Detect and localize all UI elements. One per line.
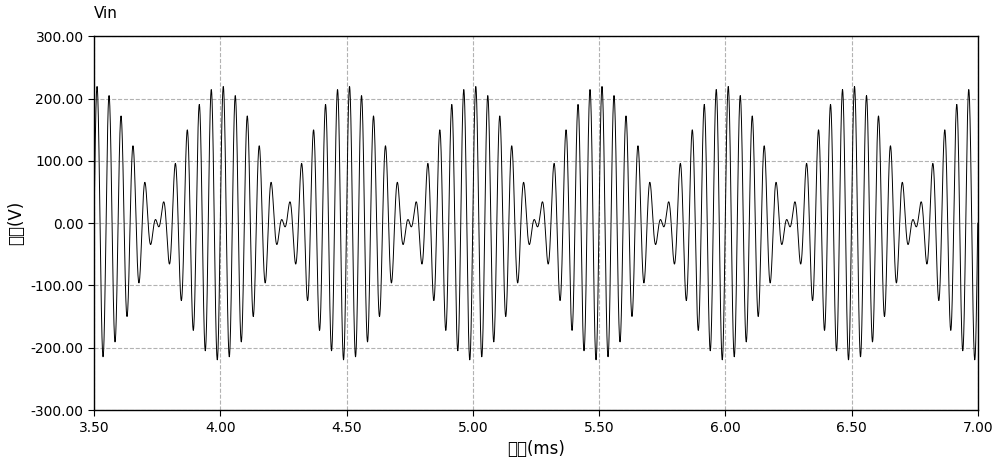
Y-axis label: 电压(V): 电压(V) — [7, 201, 25, 246]
Text: Vin: Vin — [94, 7, 118, 21]
X-axis label: 时间(ms): 时间(ms) — [507, 440, 565, 458]
